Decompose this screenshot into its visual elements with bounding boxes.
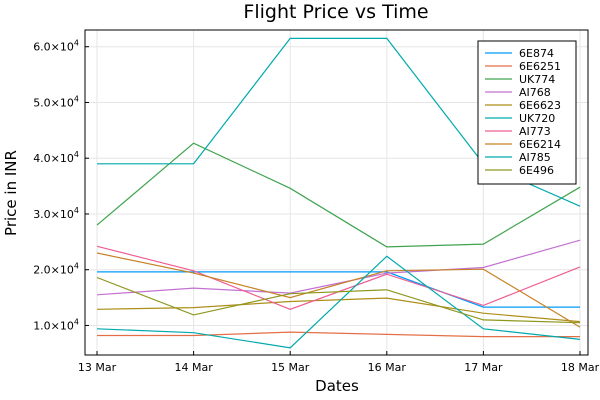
series-line-6e6251 bbox=[97, 331, 580, 338]
y-tick-label: 2.0×104 bbox=[33, 262, 79, 277]
chart-title: Flight Price vs Time bbox=[243, 1, 428, 23]
y-tick-label: 4.0×104 bbox=[33, 150, 79, 165]
legend-entry: 6E6214 bbox=[519, 138, 561, 151]
y-tick-label: 1.0×104 bbox=[33, 317, 79, 332]
legend-entry: 6E6623 bbox=[519, 99, 561, 112]
legend-box bbox=[477, 40, 577, 185]
y-tick-label: 6.0×104 bbox=[33, 39, 79, 54]
legend-entry: UK720 bbox=[519, 112, 555, 125]
legend-entry: AI785 bbox=[519, 151, 551, 164]
x-tick-label: 15 Mar bbox=[271, 361, 310, 374]
series-line-6e6623 bbox=[96, 297, 581, 323]
legend-entry: 6E874 bbox=[519, 47, 554, 60]
series-line-6e874 bbox=[97, 271, 580, 308]
y-tick-label: 3.0×104 bbox=[33, 206, 79, 221]
series-layer bbox=[96, 37, 581, 349]
x-tick-labels: 13 Mar 14 Mar 15 Mar 16 Mar 17 Mar 18 Mar bbox=[78, 351, 600, 374]
y-axis-label: Price in INR bbox=[2, 150, 20, 236]
legend-entry: UK774 bbox=[519, 73, 555, 86]
series-line-uk774 bbox=[96, 142, 581, 248]
x-tick-label: 14 Mar bbox=[174, 361, 213, 374]
series-line-6e6214 bbox=[96, 252, 581, 328]
legend-entry: 6E6251 bbox=[519, 60, 561, 73]
x-tick-label: 16 Mar bbox=[368, 361, 407, 374]
legend: 6E8746E6251UK774AI7686E6623UK720AI7736E6… bbox=[477, 40, 577, 185]
plot-frame bbox=[84, 29, 589, 356]
series-line-ai785 bbox=[96, 255, 581, 349]
series-line-ai768 bbox=[96, 239, 581, 296]
x-tick-label: 18 Mar bbox=[561, 361, 600, 374]
x-tick-label: 13 Mar bbox=[78, 361, 117, 374]
legend-entry: 6E496 bbox=[519, 164, 554, 177]
x-tick-label: 17 Mar bbox=[464, 361, 503, 374]
series-line-6e496 bbox=[96, 276, 581, 324]
y-tick-label: 5.0×104 bbox=[33, 94, 79, 109]
x-axis-label: Dates bbox=[315, 377, 359, 395]
legend-items: 6E8746E6251UK774AI7686E6623UK720AI7736E6… bbox=[485, 47, 561, 177]
legend-entry: AI768 bbox=[519, 86, 551, 99]
legend-entry: AI773 bbox=[519, 125, 551, 138]
y-tick-labels: 1.0×104 2.0×104 3.0×104 4.0×104 5.0×104 6.0×1… bbox=[33, 39, 89, 332]
